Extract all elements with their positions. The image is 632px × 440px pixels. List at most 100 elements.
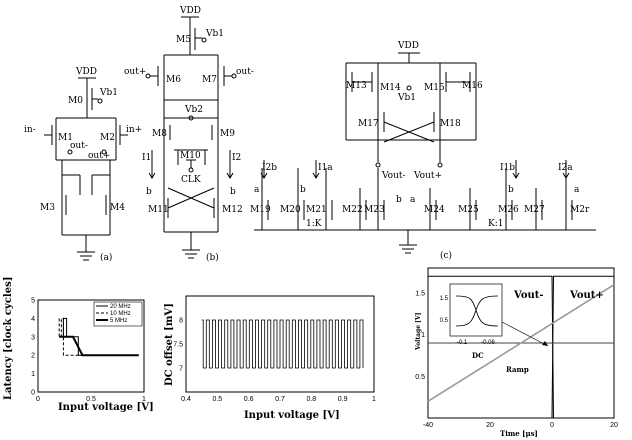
latency-xtick-0: 0 xyxy=(36,396,40,403)
label-c-panel: (c) xyxy=(440,250,452,261)
inset-xtick-1: -0.06 xyxy=(481,340,495,346)
label-c-m22: M22 xyxy=(342,205,363,215)
label-c-m18: M18 xyxy=(440,119,461,129)
label-c-m27: M27 xyxy=(524,205,545,215)
label-c-m15: M15 xyxy=(424,83,445,93)
label-b-m12: M12 xyxy=(222,205,243,215)
label-a-m4: M4 xyxy=(110,203,125,213)
label-b-m5: M5 xyxy=(176,35,191,45)
dc-plot-frame xyxy=(185,295,375,393)
label-b-out-minus: out- xyxy=(236,67,254,77)
latency-xtick-1: 0.5 xyxy=(86,396,96,403)
latency-ytick-1: 1 xyxy=(31,371,35,378)
label-a-vb1: Vb1 xyxy=(99,88,118,98)
label-a-panel: (a) xyxy=(100,252,112,263)
label-c-m2r: M2r xyxy=(570,205,590,215)
label-c-i1b: I1b xyxy=(500,163,515,173)
latency-ytick-4: 4 xyxy=(31,316,35,323)
voltage-label-ramp: Ramp xyxy=(506,365,529,374)
label-c-vdd: VDD xyxy=(397,41,419,51)
label-c-ratio-k1: K:1 xyxy=(488,219,503,229)
label-b-vb1: Vb1 xyxy=(205,29,224,39)
label-a-m3: M3 xyxy=(40,203,55,213)
dc-xtick-1: 0.5 xyxy=(212,396,222,403)
label-c-i2b: I2b xyxy=(262,163,277,173)
label-b-m9: M9 xyxy=(220,129,235,139)
label-b-clk: CLK xyxy=(181,175,201,185)
inset-pointer-arrowhead xyxy=(542,341,548,346)
dc-xtick-3: 0.7 xyxy=(275,396,285,403)
label-c-m21: M21 xyxy=(306,205,327,215)
label-b-out-plus: out+ xyxy=(124,67,146,77)
latency-legend-label-0: 20 MHz xyxy=(110,304,131,310)
label-a-m0: M0 xyxy=(68,96,83,106)
dc-ytick-2: 8 xyxy=(179,318,183,325)
dc-xlabel: Input voltage [V] xyxy=(244,410,340,421)
voltage-label-vout-plus: Vout+ xyxy=(569,290,604,301)
label-b-i2: I2 xyxy=(232,153,241,163)
dc-ytick-0: 7 xyxy=(179,366,183,373)
voltage-label-vout-minus: Vout- xyxy=(513,290,544,301)
label-c-m19: M19 xyxy=(250,205,271,215)
voltage-ylabel: Voltage [V] xyxy=(415,312,422,351)
label-a-m1: M1 xyxy=(58,133,73,143)
latency-series-1 xyxy=(58,317,139,356)
voltage-xlabel: Time [μs] xyxy=(500,429,538,438)
latency-ytick-5: 5 xyxy=(31,298,35,305)
voltage-ytick-1: 1 xyxy=(421,332,425,339)
label-c-b3: b xyxy=(508,185,514,195)
label-c-m13: M13 xyxy=(346,81,367,91)
label-b-b-right: b xyxy=(230,187,236,197)
label-c-m16: M16 xyxy=(462,81,483,91)
label-c-ratio-1k: 1:K xyxy=(306,219,322,229)
label-b-m11: M11 xyxy=(148,205,169,215)
voltage-xtick-3: 20 xyxy=(610,422,618,429)
voltage-chart: -40 20 0 20 0.5 1 1.5 -0.1 -0.06 1.5 0.5 Vout- Vo… xyxy=(415,267,618,438)
dc-xtick-4: 0.8 xyxy=(306,396,316,403)
label-c-a1: a xyxy=(254,185,260,195)
voltage-ytick-2: 1.5 xyxy=(415,291,425,298)
inset-ytick-0: 1.5 xyxy=(440,296,449,302)
inset-pointer xyxy=(501,321,549,347)
voltage-series-1 xyxy=(428,275,614,419)
latency-ytick-3: 3 xyxy=(31,334,35,341)
dc-xtick-5: 0.9 xyxy=(338,396,348,403)
dc-series-0 xyxy=(201,319,364,369)
label-c-b1: b xyxy=(300,185,306,195)
label-c-m20: M20 xyxy=(280,205,301,215)
dc-xtick-0: 0.4 xyxy=(181,396,191,403)
label-c-i1a: I1a xyxy=(318,163,333,173)
label-b-b-left: b xyxy=(146,187,152,197)
label-c-b2: b xyxy=(396,195,402,205)
latency-plot-frame xyxy=(37,299,145,393)
label-c-vout-plus: Vout+ xyxy=(413,171,442,181)
latency-series-2 xyxy=(59,335,139,357)
inset-xtick-0: -0.1 xyxy=(457,340,468,346)
label-a-in-minus: in- xyxy=(24,125,36,135)
label-c-i2a: I2a xyxy=(558,163,573,173)
label-a-out-plus: out+ xyxy=(88,151,110,161)
latency-legend-label-1: 10 MHz xyxy=(110,311,131,317)
dc-ylabel: DC offset [mV] xyxy=(164,303,175,386)
voltage-series-3 xyxy=(427,284,615,402)
label-b-vdd: VDD xyxy=(179,6,201,16)
voltage-xtick-1: 20 xyxy=(486,422,494,429)
dc-xtick-6: 1 xyxy=(372,396,376,403)
label-b-m7: M7 xyxy=(202,75,217,85)
voltage-xtick-2: 0 xyxy=(550,422,554,429)
label-c-m14: M14 xyxy=(380,83,401,93)
label-b-m10: M10 xyxy=(180,151,201,161)
label-b-vb2: Vb2 xyxy=(184,105,203,115)
label-c-m25: M25 xyxy=(458,205,479,215)
label-c-vout-minus: Vout- xyxy=(381,171,406,181)
label-a-m2: M2 xyxy=(100,133,115,143)
panel-b xyxy=(145,16,237,259)
voltage-label-dc: DC xyxy=(472,351,484,360)
dc-xtick-2: 0.6 xyxy=(244,396,254,403)
latency-ytick-2: 2 xyxy=(31,353,35,360)
label-c-a3: a xyxy=(574,185,580,195)
latency-ytick-0: 0 xyxy=(31,390,35,397)
voltage-xtick-0: -40 xyxy=(423,422,433,429)
panel-a xyxy=(44,77,128,261)
